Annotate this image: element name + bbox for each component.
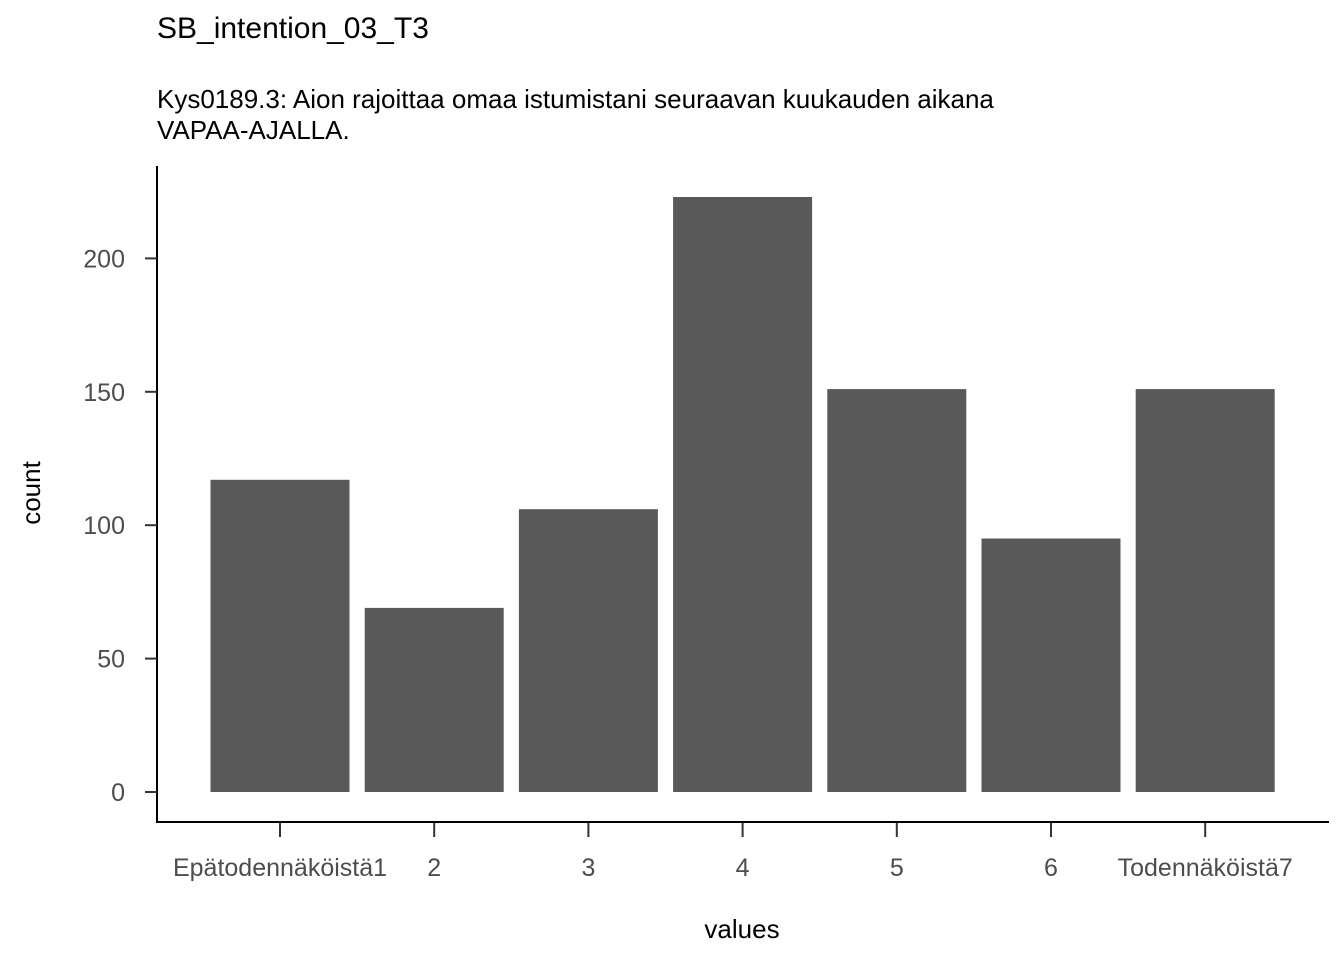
x-tick-label: Epätodennäköistä1 — [173, 854, 387, 882]
y-ticks-group: 0 50 100 150 200 — [83, 245, 157, 807]
x-axis-label: values — [704, 914, 779, 944]
bar-6 — [981, 538, 1121, 792]
x-tick-label: Todennäköistä7 — [1118, 854, 1293, 882]
chart-subtitle-line-1: Kys0189.3: Aion rajoittaa omaa istumista… — [157, 84, 994, 114]
x-tick-label: 6 — [1044, 854, 1058, 882]
chart-subtitle-line-2: VAPAA-AJALLA. — [157, 115, 350, 145]
x-tick-label: 5 — [890, 854, 904, 882]
y-tick-label: 200 — [83, 245, 125, 273]
x-ticks-group: Epätodennäköistä1 2 3 4 5 6 Todennäköistä7 — [173, 823, 1293, 882]
y-tick-label: 0 — [111, 779, 125, 807]
chart-subtitle: Kys0189.3: Aion rajoittaa omaa istumista… — [157, 84, 994, 146]
bars-group — [210, 197, 1275, 792]
bar-1 — [210, 479, 350, 792]
bar-7 — [1135, 389, 1275, 792]
y-axis-label: count — [16, 460, 46, 524]
bar-2 — [364, 607, 504, 792]
x-tick-label: 2 — [427, 854, 441, 882]
y-tick-label: 150 — [83, 379, 125, 407]
bar-5 — [827, 389, 967, 792]
x-tick-label: 3 — [581, 854, 595, 882]
bar-4 — [673, 197, 813, 792]
y-tick-label: 50 — [97, 646, 125, 674]
chart-title: SB_intention_03_T3 — [157, 12, 429, 45]
x-tick-label: 4 — [736, 854, 750, 882]
bar-3 — [518, 509, 658, 792]
y-tick-label: 100 — [83, 512, 125, 540]
